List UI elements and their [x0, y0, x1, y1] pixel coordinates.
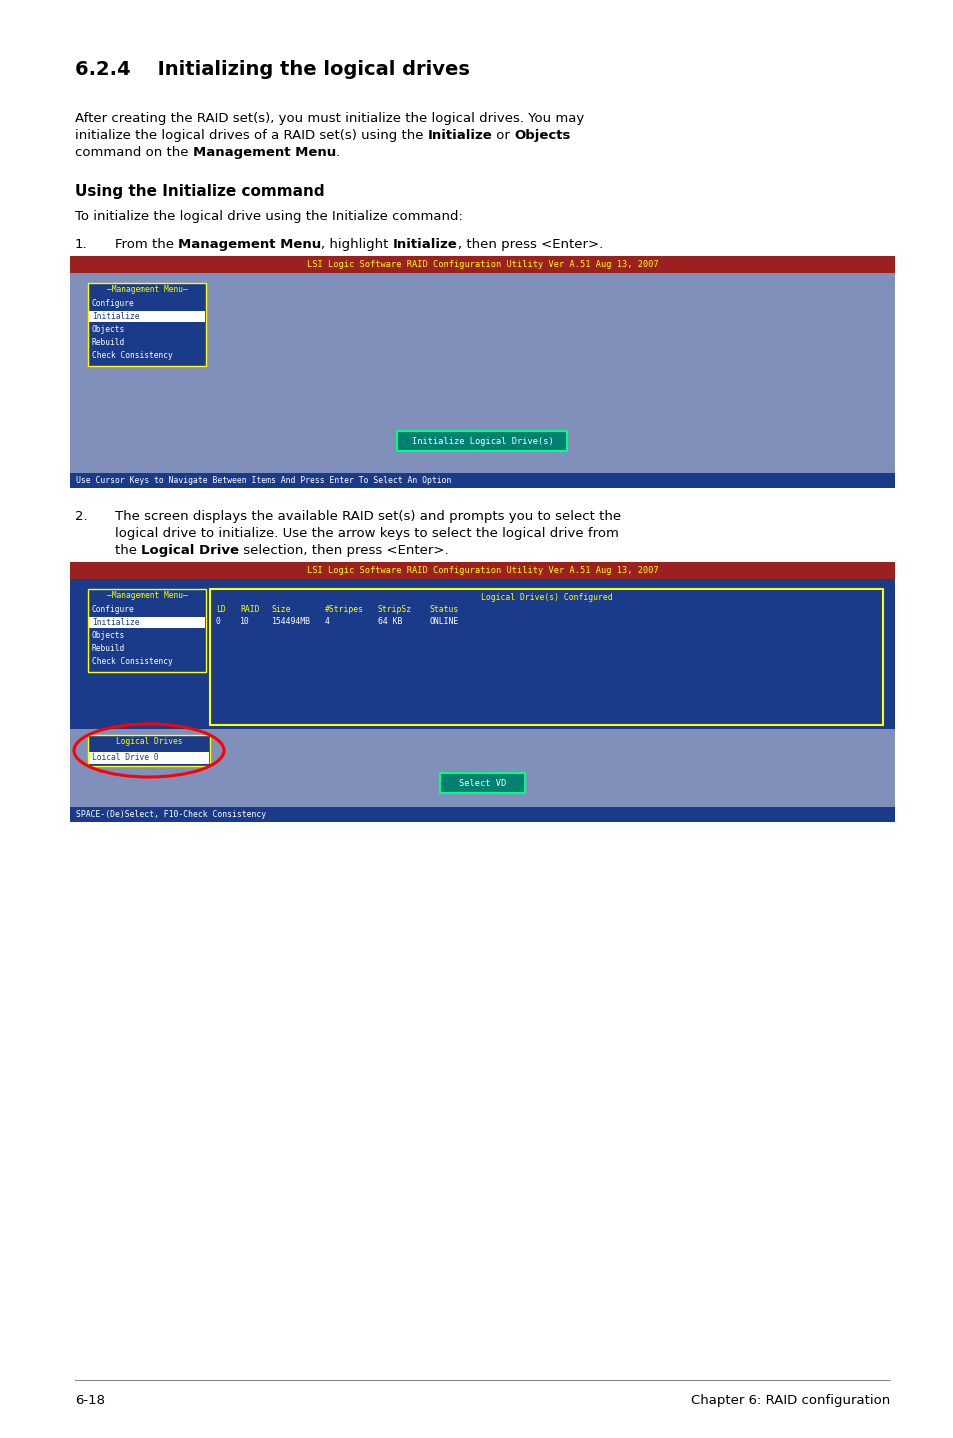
Text: the: the [115, 544, 141, 557]
Text: Using the Initialize command: Using the Initialize command [75, 184, 324, 198]
Text: initialize the logical drives of a RAID set(s) using the: initialize the logical drives of a RAID … [75, 129, 427, 142]
Text: Size: Size [272, 604, 292, 614]
Text: Configure: Configure [91, 605, 134, 614]
Text: To initialize the logical drive using the Initialize command:: To initialize the logical drive using th… [75, 210, 462, 223]
Text: From the: From the [115, 239, 178, 252]
Bar [70, 807, 894, 823]
Text: Configure: Configure [91, 299, 134, 308]
Text: Logical Drive(s) Configured: Logical Drive(s) Configured [480, 592, 612, 601]
Text: 4: 4 [325, 617, 330, 627]
Text: , highlight: , highlight [321, 239, 393, 252]
Text: Check Consistency: Check Consistency [91, 657, 172, 666]
Text: RAID: RAID [240, 604, 259, 614]
Bar [70, 473, 894, 487]
Text: SPACE-(De)Select, F10-Check Consistency: SPACE-(De)Select, F10-Check Consistency [76, 810, 266, 820]
Text: —Management Menu—: —Management Menu— [107, 286, 187, 295]
Text: ONLINE: ONLINE [430, 617, 458, 627]
Text: Initialize Logical Drive(s): Initialize Logical Drive(s) [411, 437, 553, 446]
Bar [88, 590, 206, 672]
Text: 64 KB: 64 KB [377, 617, 402, 627]
Text: Rebuild: Rebuild [91, 644, 125, 653]
Text: Chapter 6: RAID configuration: Chapter 6: RAID configuration [690, 1393, 889, 1406]
Text: 6-18: 6-18 [75, 1393, 105, 1406]
Bar [89, 311, 205, 322]
Text: Objects: Objects [91, 631, 125, 640]
Text: Initialize: Initialize [393, 239, 457, 252]
Text: 6.2.4    Initializing the logical drives: 6.2.4 Initializing the logical drives [75, 60, 470, 79]
Text: logical drive to initialize. Use the arrow keys to select the logical drive from: logical drive to initialize. Use the arr… [115, 526, 618, 541]
Text: Initialize: Initialize [91, 618, 139, 627]
Text: 1.: 1. [75, 239, 88, 252]
Text: selection, then press <Enter>.: selection, then press <Enter>. [239, 544, 449, 557]
Text: After creating the RAID set(s), you must initialize the logical drives. You may: After creating the RAID set(s), you must… [75, 112, 583, 125]
Bar [88, 283, 206, 367]
Text: command on the: command on the [75, 147, 193, 160]
Text: Status: Status [430, 604, 458, 614]
Text: Loical Drive 0: Loical Drive 0 [91, 752, 158, 762]
Bar [70, 729, 894, 807]
Text: Logical Drive: Logical Drive [141, 544, 239, 557]
Text: Select VD: Select VD [458, 778, 506, 788]
Text: Management Menu: Management Menu [193, 147, 335, 160]
Text: 10: 10 [240, 617, 250, 627]
Text: 154494MB: 154494MB [272, 617, 311, 627]
Bar [210, 590, 882, 725]
Text: Check Consistency: Check Consistency [91, 351, 172, 360]
Bar [89, 617, 205, 628]
Text: LD: LD [215, 604, 226, 614]
Text: or: or [492, 129, 514, 142]
Text: Management Menu: Management Menu [178, 239, 321, 252]
Bar [88, 735, 210, 766]
Bar [70, 580, 894, 729]
Bar [70, 273, 894, 473]
Bar [397, 431, 567, 452]
Text: #Stripes: #Stripes [325, 604, 364, 614]
Text: Initialize: Initialize [427, 129, 492, 142]
Text: 2.: 2. [75, 510, 88, 523]
Text: StripSz: StripSz [377, 604, 412, 614]
Text: Rebuild: Rebuild [91, 338, 125, 347]
Text: Logical Drives: Logical Drives [115, 738, 182, 746]
Text: LSI Logic Software RAID Configuration Utility Ver A.51 Aug 13, 2007: LSI Logic Software RAID Configuration Ut… [306, 567, 658, 575]
Bar [439, 774, 524, 792]
Text: The screen displays the available RAID set(s) and prompts you to select the: The screen displays the available RAID s… [115, 510, 620, 523]
Text: 0: 0 [215, 617, 221, 627]
Bar [70, 256, 894, 273]
Text: Objects: Objects [514, 129, 571, 142]
Bar [70, 562, 894, 580]
Text: Use Cursor Keys to Navigate Between Items And Press Enter To Select An Option: Use Cursor Keys to Navigate Between Item… [76, 476, 451, 485]
Text: —Management Menu—: —Management Menu— [107, 591, 187, 601]
Text: Objects: Objects [91, 325, 125, 334]
Text: LSI Logic Software RAID Configuration Utility Ver A.51 Aug 13, 2007: LSI Logic Software RAID Configuration Ut… [306, 260, 658, 269]
Bar [89, 752, 209, 764]
Text: .: . [335, 147, 340, 160]
Text: Initialize: Initialize [91, 312, 139, 321]
Text: , then press <Enter>.: , then press <Enter>. [457, 239, 602, 252]
